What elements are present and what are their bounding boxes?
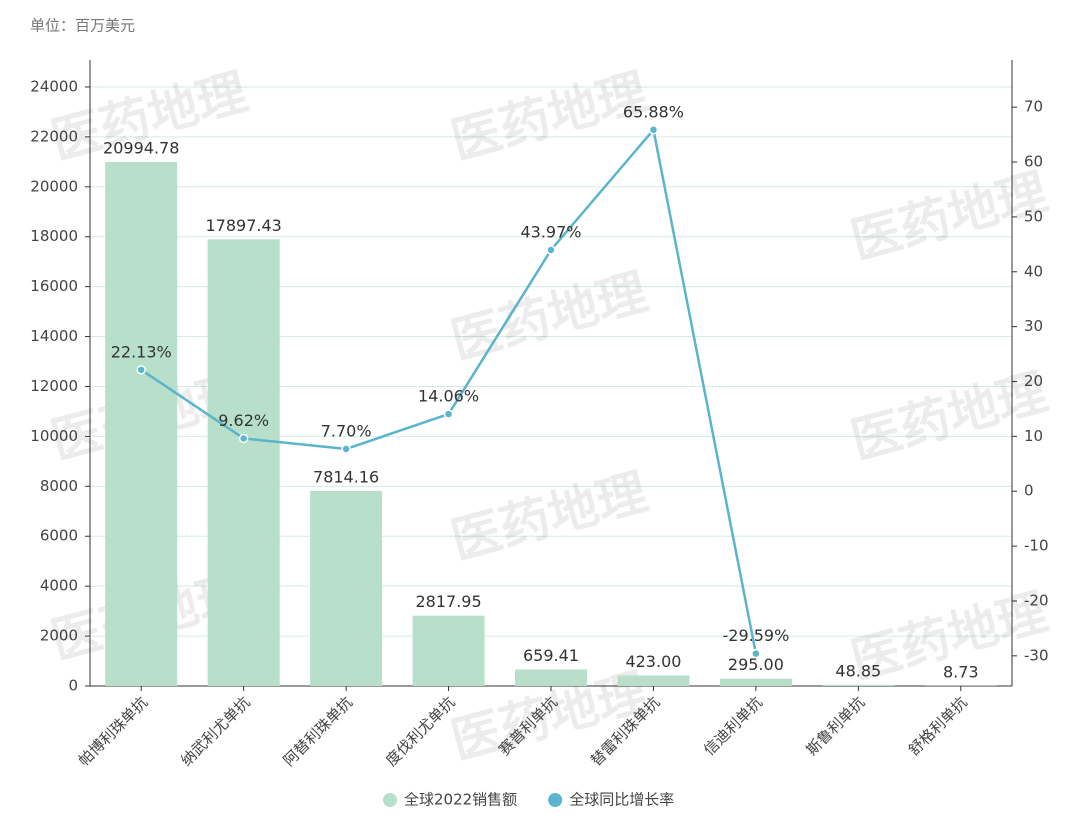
- data-label: 2817.95: [415, 592, 481, 611]
- point: [547, 246, 555, 254]
- y2-tick-label: 70: [1024, 98, 1043, 116]
- point: [649, 126, 657, 134]
- bar: [515, 670, 587, 686]
- x-tick-label: 度伐利尤单抗: [382, 693, 458, 769]
- y-tick-label: 8000: [40, 477, 78, 495]
- data-label: 9.62%: [218, 411, 269, 430]
- point: [752, 650, 760, 658]
- data-label: 17897.43: [205, 216, 281, 235]
- watermark: 医药地理: [845, 363, 1053, 471]
- bar: [720, 679, 792, 686]
- y-tick-label: 20000: [30, 177, 78, 195]
- data-label: -29.59%: [722, 626, 789, 645]
- x-tick-label: 舒格利单抗: [905, 693, 971, 759]
- watermark: 医药地理: [445, 463, 653, 571]
- y2-tick-label: -10: [1024, 537, 1049, 555]
- data-label: 7814.16: [313, 467, 379, 486]
- x-tick-label: 纳武利尤单抗: [177, 693, 253, 769]
- y-tick-label: 18000: [30, 227, 78, 245]
- point: [240, 434, 248, 442]
- y-tick-label: 12000: [30, 377, 78, 395]
- data-label: 22.13%: [111, 342, 172, 361]
- data-label: 65.88%: [623, 102, 684, 121]
- bar: [822, 685, 894, 686]
- data-label: 8.73: [943, 662, 979, 681]
- data-label: 423.00: [625, 652, 681, 671]
- data-label: 659.41: [523, 646, 579, 665]
- legend-swatch: [548, 793, 562, 807]
- watermark: 医药地理: [445, 263, 653, 371]
- data-label: 48.85: [835, 661, 881, 680]
- y-tick-label: 14000: [30, 327, 78, 345]
- point: [137, 366, 145, 374]
- legend-swatch: [383, 793, 397, 807]
- point: [342, 445, 350, 453]
- y2-tick-label: 10: [1024, 427, 1043, 445]
- x-tick-label: 阿替利珠单抗: [280, 693, 356, 769]
- data-label: 14.06%: [418, 387, 479, 406]
- data-label: 7.70%: [321, 421, 372, 440]
- legend-label: 全球2022销售额: [404, 791, 517, 809]
- bar: [617, 675, 689, 686]
- y-tick-label: 4000: [40, 577, 78, 595]
- bar: [310, 491, 382, 686]
- y2-tick-label: 40: [1024, 262, 1043, 280]
- x-tick-label: 斯鲁利单抗: [803, 693, 869, 759]
- point: [445, 410, 453, 418]
- data-label: 43.97%: [520, 222, 581, 241]
- bar: [208, 239, 280, 686]
- y-tick-label: 6000: [40, 527, 78, 545]
- bar: [413, 616, 485, 686]
- x-tick-label: 信迪利单抗: [700, 693, 766, 759]
- unit-note: 单位：百万美元: [30, 17, 135, 35]
- y2-tick-label: 0: [1024, 482, 1034, 500]
- y-tick-label: 24000: [30, 77, 78, 95]
- bar: [105, 162, 177, 686]
- x-tick-label: 帕博利珠单抗: [75, 693, 151, 769]
- y2-tick-label: 30: [1024, 317, 1043, 335]
- y-tick-label: 0: [68, 677, 78, 695]
- y2-tick-label: -30: [1024, 646, 1049, 664]
- data-label: 20994.78: [103, 138, 179, 157]
- y-tick-label: 16000: [30, 277, 78, 295]
- legend-label: 全球同比增长率: [569, 791, 674, 809]
- watermark: 医药地理: [845, 163, 1053, 271]
